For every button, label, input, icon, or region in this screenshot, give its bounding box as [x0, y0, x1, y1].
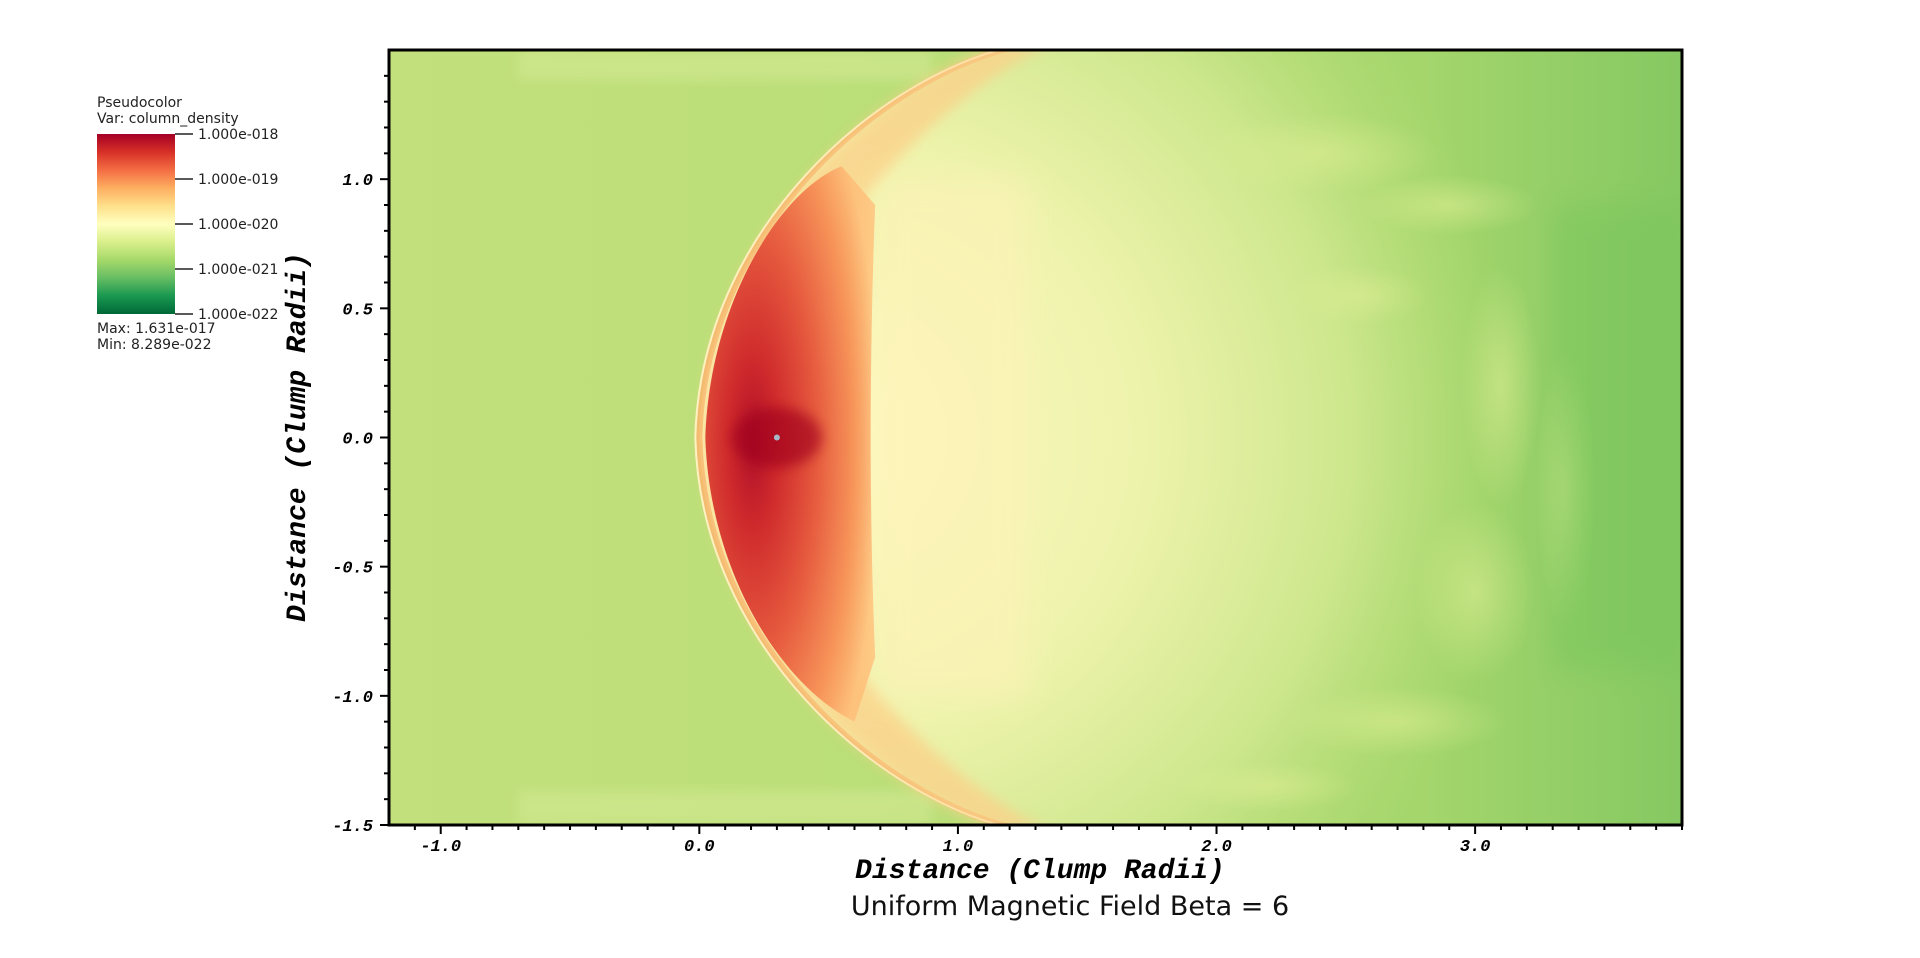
legend-plot-type: Pseudocolor: [97, 95, 182, 111]
wake-turbulence-1: [1359, 175, 1540, 235]
wake-turbulence-3: [1415, 502, 1536, 683]
y-tick-label: -1.0: [332, 689, 373, 708]
x-axis: -1.0 0.0 1.0 2.0 3.0: [413, 825, 1683, 857]
y-tick-label: -1.5: [332, 818, 373, 837]
wake-turbulence-7: [1288, 265, 1429, 326]
color-bar-ticks: 1.000e-018 1.000e-019 1.000e-020 1.000e-021…: [175, 127, 278, 323]
color-bar-label: 1.000e-022: [198, 307, 278, 323]
y-tick-label: 0.5: [342, 301, 373, 320]
legend-min: Min: 8.289e-022: [97, 337, 211, 353]
low-density-wake: [1552, 205, 1682, 670]
y-axis: -1.5 -1.0 -0.5 0.0 0.5 1.0: [332, 74, 389, 837]
density-field: [389, 50, 1682, 825]
y-axis-title: Distance (Clump Radii): [283, 252, 314, 622]
wake-turbulence-2: [1460, 265, 1541, 506]
chart-title: Uniform Magnetic Field Beta = 6: [851, 891, 1289, 922]
color-bar-label: 1.000e-021: [198, 262, 278, 278]
upstream-band-bottom: [518, 791, 933, 825]
color-legend: Pseudocolor Var: column_density 1.000e-0…: [97, 95, 278, 353]
x-tick-label: 2.0: [1201, 838, 1232, 857]
clump-center-marker: [773, 434, 780, 441]
legend-max: Max: 1.631e-017: [97, 321, 216, 337]
y-tick-label: 1.0: [342, 172, 373, 191]
color-bar-label: 1.000e-018: [198, 127, 278, 143]
x-tick-label: 3.0: [1460, 838, 1491, 857]
legend-variable: Var: column_density: [97, 111, 239, 127]
x-tick-label: 0.0: [684, 838, 715, 857]
wake-turbulence-5: [1178, 761, 1359, 812]
bow-shock-rim: [694, 50, 1003, 825]
post-core-band: [879, 179, 1027, 696]
x-axis-title: Distance (Clump Radii): [855, 856, 1225, 887]
x-tick-label: -1.0: [420, 838, 461, 857]
y-tick-label: -0.5: [332, 560, 373, 579]
x-tick-label: 1.0: [943, 838, 974, 857]
color-bar: [97, 134, 175, 314]
y-tick-label: 0.0: [342, 431, 373, 450]
wake-turbulence-0: [1199, 113, 1440, 194]
color-bar-label: 1.000e-020: [198, 217, 278, 233]
wake-turbulence-4: [1287, 686, 1508, 757]
upstream-band-top: [518, 50, 933, 80]
color-bar-label: 1.000e-019: [198, 172, 278, 188]
